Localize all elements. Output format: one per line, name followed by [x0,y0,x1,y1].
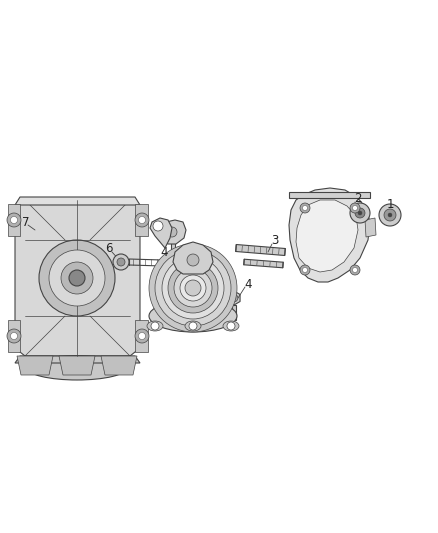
Circle shape [300,265,310,275]
Text: 4: 4 [160,246,168,259]
Circle shape [155,250,231,326]
Ellipse shape [147,321,163,331]
Circle shape [350,265,360,275]
Circle shape [300,203,310,213]
Polygon shape [365,218,376,237]
Polygon shape [289,188,370,282]
Circle shape [61,262,93,294]
Circle shape [138,333,145,340]
Circle shape [49,250,105,306]
Circle shape [185,280,201,296]
Circle shape [388,213,392,217]
Polygon shape [167,258,179,272]
Circle shape [187,254,199,266]
Circle shape [230,294,238,302]
Polygon shape [296,200,358,272]
Circle shape [358,211,362,215]
Circle shape [384,209,396,221]
Polygon shape [135,320,148,352]
Ellipse shape [149,300,237,332]
Polygon shape [289,192,370,198]
Polygon shape [8,204,20,236]
Polygon shape [232,305,236,320]
Circle shape [113,254,129,270]
Text: 6: 6 [105,243,113,255]
Circle shape [169,261,177,269]
Polygon shape [15,200,140,356]
Circle shape [7,213,21,227]
Circle shape [39,240,115,316]
Polygon shape [15,356,140,363]
Polygon shape [244,259,283,268]
Circle shape [167,227,177,237]
Text: 2: 2 [354,192,362,206]
Polygon shape [236,245,285,255]
Circle shape [350,203,360,213]
Circle shape [11,333,18,340]
Circle shape [355,208,365,218]
Circle shape [117,258,125,266]
Circle shape [353,268,357,272]
Circle shape [135,213,149,227]
Ellipse shape [27,356,127,380]
Circle shape [227,322,235,330]
Circle shape [303,206,307,211]
Text: 1: 1 [386,198,394,211]
Text: 5: 5 [159,222,167,235]
Circle shape [350,203,370,223]
Circle shape [303,268,307,272]
Circle shape [180,275,206,301]
Polygon shape [15,197,140,205]
Polygon shape [150,218,172,248]
Circle shape [151,322,159,330]
Circle shape [149,244,237,332]
Circle shape [69,270,85,286]
Circle shape [168,263,218,313]
Text: 4: 4 [244,278,252,290]
Circle shape [189,322,197,330]
Circle shape [162,257,224,319]
Polygon shape [17,356,53,375]
Circle shape [353,206,357,211]
Text: 7: 7 [22,215,30,229]
Circle shape [138,216,145,223]
Polygon shape [228,291,240,305]
Polygon shape [171,243,175,258]
Text: 3: 3 [271,235,279,247]
Circle shape [11,216,18,223]
Polygon shape [101,356,137,375]
Polygon shape [8,320,20,352]
Circle shape [153,221,163,231]
Circle shape [379,204,401,226]
Circle shape [7,329,21,343]
Ellipse shape [223,321,239,331]
Polygon shape [135,204,148,236]
Polygon shape [158,220,186,244]
Ellipse shape [185,321,201,331]
Polygon shape [173,242,213,274]
Circle shape [174,269,212,307]
Polygon shape [59,356,95,375]
Circle shape [135,329,149,343]
